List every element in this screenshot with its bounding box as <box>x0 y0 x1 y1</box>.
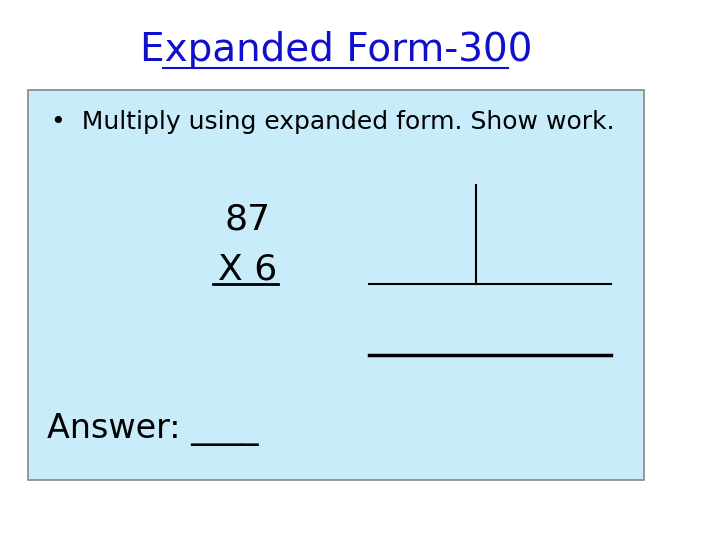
Text: 87: 87 <box>224 203 270 237</box>
FancyBboxPatch shape <box>28 90 644 480</box>
Text: Expanded Form-300: Expanded Form-300 <box>140 31 532 69</box>
Text: •  Multiply using expanded form. Show work.: • Multiply using expanded form. Show wor… <box>51 110 615 134</box>
Text: Answer: ____: Answer: ____ <box>47 414 258 447</box>
Text: X 6: X 6 <box>217 253 277 287</box>
